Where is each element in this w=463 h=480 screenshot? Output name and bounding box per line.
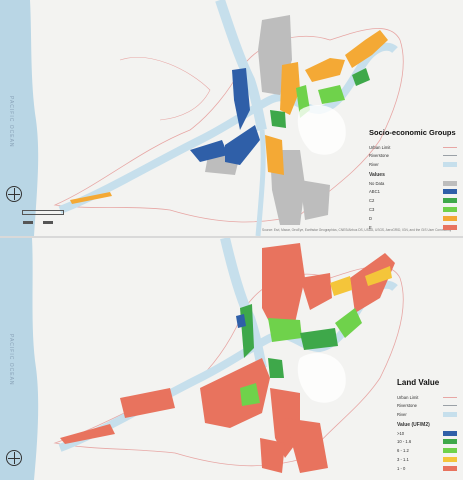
legend-row-riverstone: Riverstone	[369, 152, 457, 161]
land-value-map	[0, 238, 463, 480]
legend-row-d: D	[369, 214, 457, 223]
color-swatch	[443, 161, 457, 167]
land-value-map-panel: PACIFIC OCEAN Land Value Urban Limit Riv…	[0, 238, 463, 480]
scale-bar	[22, 210, 64, 224]
color-swatch	[443, 189, 457, 195]
line-swatch	[443, 146, 457, 148]
land-value-legend: Land Value Urban Limit Riverstone River …	[397, 378, 457, 473]
legend-row-1-0: 1 - 0	[397, 464, 457, 473]
color-swatch	[443, 430, 457, 436]
line-swatch	[443, 405, 457, 407]
legend-row-6-1-2: 6 - 1.2	[397, 446, 457, 455]
ocean-label: PACIFIC OCEAN	[8, 334, 14, 386]
legend-label: C3	[369, 207, 375, 213]
legend-label: Riverstone	[397, 403, 418, 409]
legend-row-3-1-1: 3 - 1.1	[397, 455, 457, 464]
socioeconomic-legend: Socio-economic Groups Urban Limit Rivers…	[369, 128, 457, 232]
legend-title: Land Value	[397, 378, 440, 387]
legend-label: C2	[369, 198, 375, 204]
panel-divider	[0, 236, 463, 238]
legend-label: 1 - 0	[397, 465, 406, 471]
color-swatch	[443, 198, 457, 204]
legend-label: No Data	[369, 180, 385, 186]
legend-row-c2: C2	[369, 196, 457, 205]
socioeconomic-map	[0, 0, 463, 236]
legend-label: Urban Limit	[397, 394, 419, 400]
legend-row-urban-limit: Urban Limit	[369, 143, 457, 152]
map-credits: Source: Esri, Maxar, GeoEye, Earthstar G…	[262, 228, 452, 232]
color-swatch	[443, 207, 457, 213]
legend-row-abc1: ABC1	[369, 188, 457, 197]
north-arrow-icon	[6, 450, 22, 466]
color-swatch	[443, 457, 457, 463]
legend-values-title: Value (UF/M2)	[397, 421, 430, 428]
legend-values-title: Values	[369, 171, 385, 178]
legend-label: 3 - 1.1	[397, 457, 409, 463]
legend-row-10-1-6: 10 - 1.6	[397, 438, 457, 447]
legend-row-no-data: No Data	[369, 179, 457, 188]
legend-title: Socio-economic Groups	[369, 128, 456, 137]
color-swatch	[443, 215, 457, 221]
legend-label: D	[369, 215, 373, 221]
color-swatch	[443, 411, 457, 417]
legend-label: >10	[397, 430, 405, 436]
color-swatch	[443, 448, 457, 454]
north-arrow-icon	[6, 186, 22, 202]
line-swatch	[443, 396, 457, 398]
legend-label: River	[369, 161, 379, 167]
line-swatch	[443, 155, 457, 157]
legend-row-c3: C3	[369, 205, 457, 214]
socioeconomic-map-panel: PACIFIC OCEAN Source: Esri, Maxar, GeoEy…	[0, 0, 463, 236]
legend-row-riverstone: Riverstone	[397, 402, 457, 411]
color-swatch	[443, 180, 457, 186]
color-swatch	[443, 465, 457, 471]
color-swatch	[443, 224, 457, 230]
legend-row-river: River	[369, 160, 457, 169]
legend-label: E	[369, 224, 372, 230]
legend-label: River	[397, 411, 407, 417]
legend-label: Riverstone	[369, 153, 390, 159]
legend-row-e: E	[369, 223, 457, 232]
legend-label: 10 - 1.6	[397, 439, 412, 445]
legend-label: ABC1	[369, 189, 380, 195]
legend-row-gt10: >10	[397, 429, 457, 438]
color-swatch	[443, 439, 457, 445]
legend-label: Urban Limit	[369, 144, 391, 150]
legend-label: 6 - 1.2	[397, 448, 409, 454]
legend-row-urban-limit: Urban Limit	[397, 393, 457, 402]
legend-row-river: River	[397, 410, 457, 419]
ocean-label: PACIFIC OCEAN	[8, 96, 14, 148]
